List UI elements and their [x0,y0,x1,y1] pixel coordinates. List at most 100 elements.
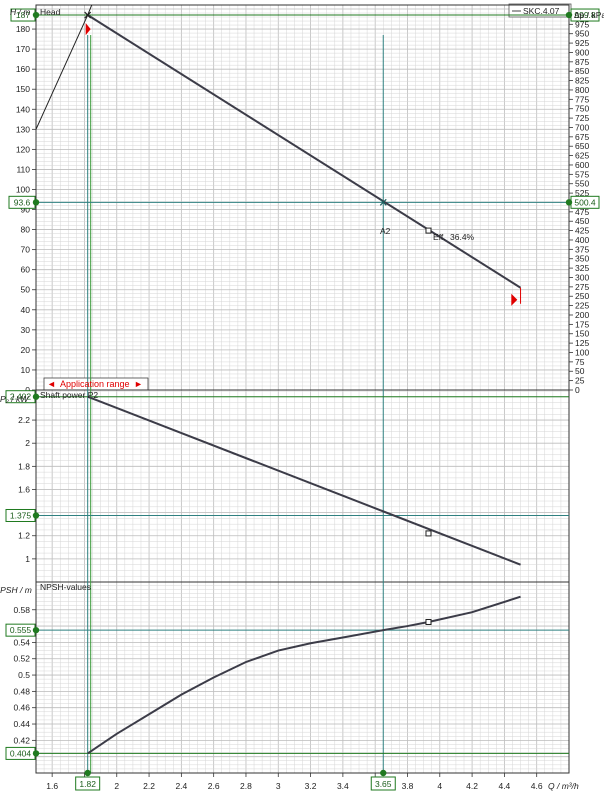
right-tick-label: 700 [575,122,589,132]
head-panel-title: Head [40,7,61,17]
x-tick-label: 4.2 [466,781,478,791]
y-tick-label: 170 [16,44,30,54]
flow-readout-box [75,776,101,791]
power-readout-dot [32,512,40,519]
efficiency-value: 36.4% [450,232,475,242]
right-tick-label: 450 [575,216,589,226]
npsh-curve [87,595,521,755]
flow-axis-label: Q / m³/h [548,781,579,791]
y-tick-label: 40 [21,305,31,315]
right-tick-label: 575 [575,169,589,179]
y-tick-label: 0.42 [13,735,30,745]
y-tick-label: 10 [21,365,31,375]
right-tick-label: 150 [575,329,589,339]
x-tick-label: 4 [437,781,442,791]
right-tick-label: 125 [575,338,589,348]
x-tick-label: 1.6 [46,781,58,791]
y-tick-label: 1 [25,554,30,564]
npsh-readout: 0.555 [10,625,32,635]
npsh-marker [425,618,432,625]
y-tick-label: 1.8 [18,461,30,471]
y-tick-label: 0.52 [13,654,30,664]
y-tick-label: 30 [21,325,31,335]
x-tick-label: 2.2 [143,781,155,791]
operating-pressure-dot [565,199,573,206]
right-tick-label: 825 [575,76,589,86]
right-tick-label: 475 [575,207,589,217]
y-tick-label: 80 [21,225,31,235]
right-tick-label: 875 [575,57,589,67]
y-tick-label: 2 [25,438,30,448]
start-red-marker [85,23,91,36]
flow-readout: 1.82 [79,779,96,789]
right-tick-label: 175 [575,319,589,329]
panel-frame [35,581,570,774]
power-marker [425,530,432,537]
y-tick-label: 130 [16,124,30,134]
x-tick-label: 2.8 [240,781,252,791]
end-red-marker [511,293,518,306]
y-tick-label: 0 [25,385,30,395]
power-readout-dot [32,393,40,400]
right-tick-label: 225 [575,301,589,311]
y-tick-label: 0.58 [13,605,30,615]
right-tick-label: 300 [575,272,589,282]
y-tick-label: 0.54 [13,637,30,647]
power-readout: 2.402 [10,392,32,402]
npsh-readout-dot [32,750,40,757]
y-tick-label: 60 [21,265,31,275]
x-tick-label: 3.2 [305,781,317,791]
right-tick-label: 0 [575,385,580,395]
flow-readout-dot [380,769,387,777]
y-tick-label: 1.6 [18,484,30,494]
legend-entry: SKC.4.07 [523,6,560,16]
y-tick-label: 140 [16,104,30,114]
right-tick-label: 200 [575,310,589,320]
right-tick-label: 100 [575,347,589,357]
y-tick-label: 180 [16,24,30,34]
right-tick-label: 925 [575,38,589,48]
efficiency-marker [425,227,432,234]
npsh-panel-title: NPSH-values [40,582,91,592]
operating-point-label: A2 [380,226,391,236]
y-tick-label: 120 [16,144,30,154]
flow-readout-dot [84,769,91,777]
right-tick-label: 725 [575,113,589,123]
right-tick-label: 350 [575,254,589,264]
right-tick-label: 325 [575,263,589,273]
right-tick-label: 675 [575,132,589,142]
right-tick-label: 425 [575,226,589,236]
max-head-readout: 187 [16,10,30,20]
x-tick-label: 2.4 [175,781,187,791]
x-tick-label: 3 [276,781,281,791]
operating-head-readout: 93.6 [14,197,31,207]
y-tick-label: 160 [16,64,30,74]
npsh-readout-dot [32,626,40,634]
right-tick-label: 950 [575,29,589,39]
max-pressure-readout: 999.8 [574,10,596,20]
application-range-right-arrow: ► [134,379,143,389]
right-tick-label: 600 [575,160,589,170]
efficiency-label: Eff. [433,232,446,242]
head-axis-label: H / m [10,7,30,17]
flow-readout-box [370,776,396,791]
operating-point-marker [379,198,387,206]
y-tick-label: 110 [16,164,30,174]
y-tick-label: 1.2 [18,531,30,541]
x-tick-label: 3.4 [337,781,349,791]
right-tick-label: 975 [575,19,589,29]
right-tick-label: 900 [575,47,589,57]
right-tick-label: 25 [575,376,585,386]
right-tick-label: 550 [575,179,589,189]
operating-head-dot [32,199,40,206]
y-tick-label: 100 [16,184,30,194]
x-tick-label: 3.8 [402,781,414,791]
y-tick-label: 0.48 [13,686,30,696]
power-readout: 1.375 [10,510,32,520]
power-curve [87,395,521,566]
y-tick-label: 20 [21,345,31,355]
application-range-left-arrow: ◄ [47,379,56,389]
right-tick-label: 750 [575,104,589,114]
right-tick-label: 250 [575,291,589,301]
